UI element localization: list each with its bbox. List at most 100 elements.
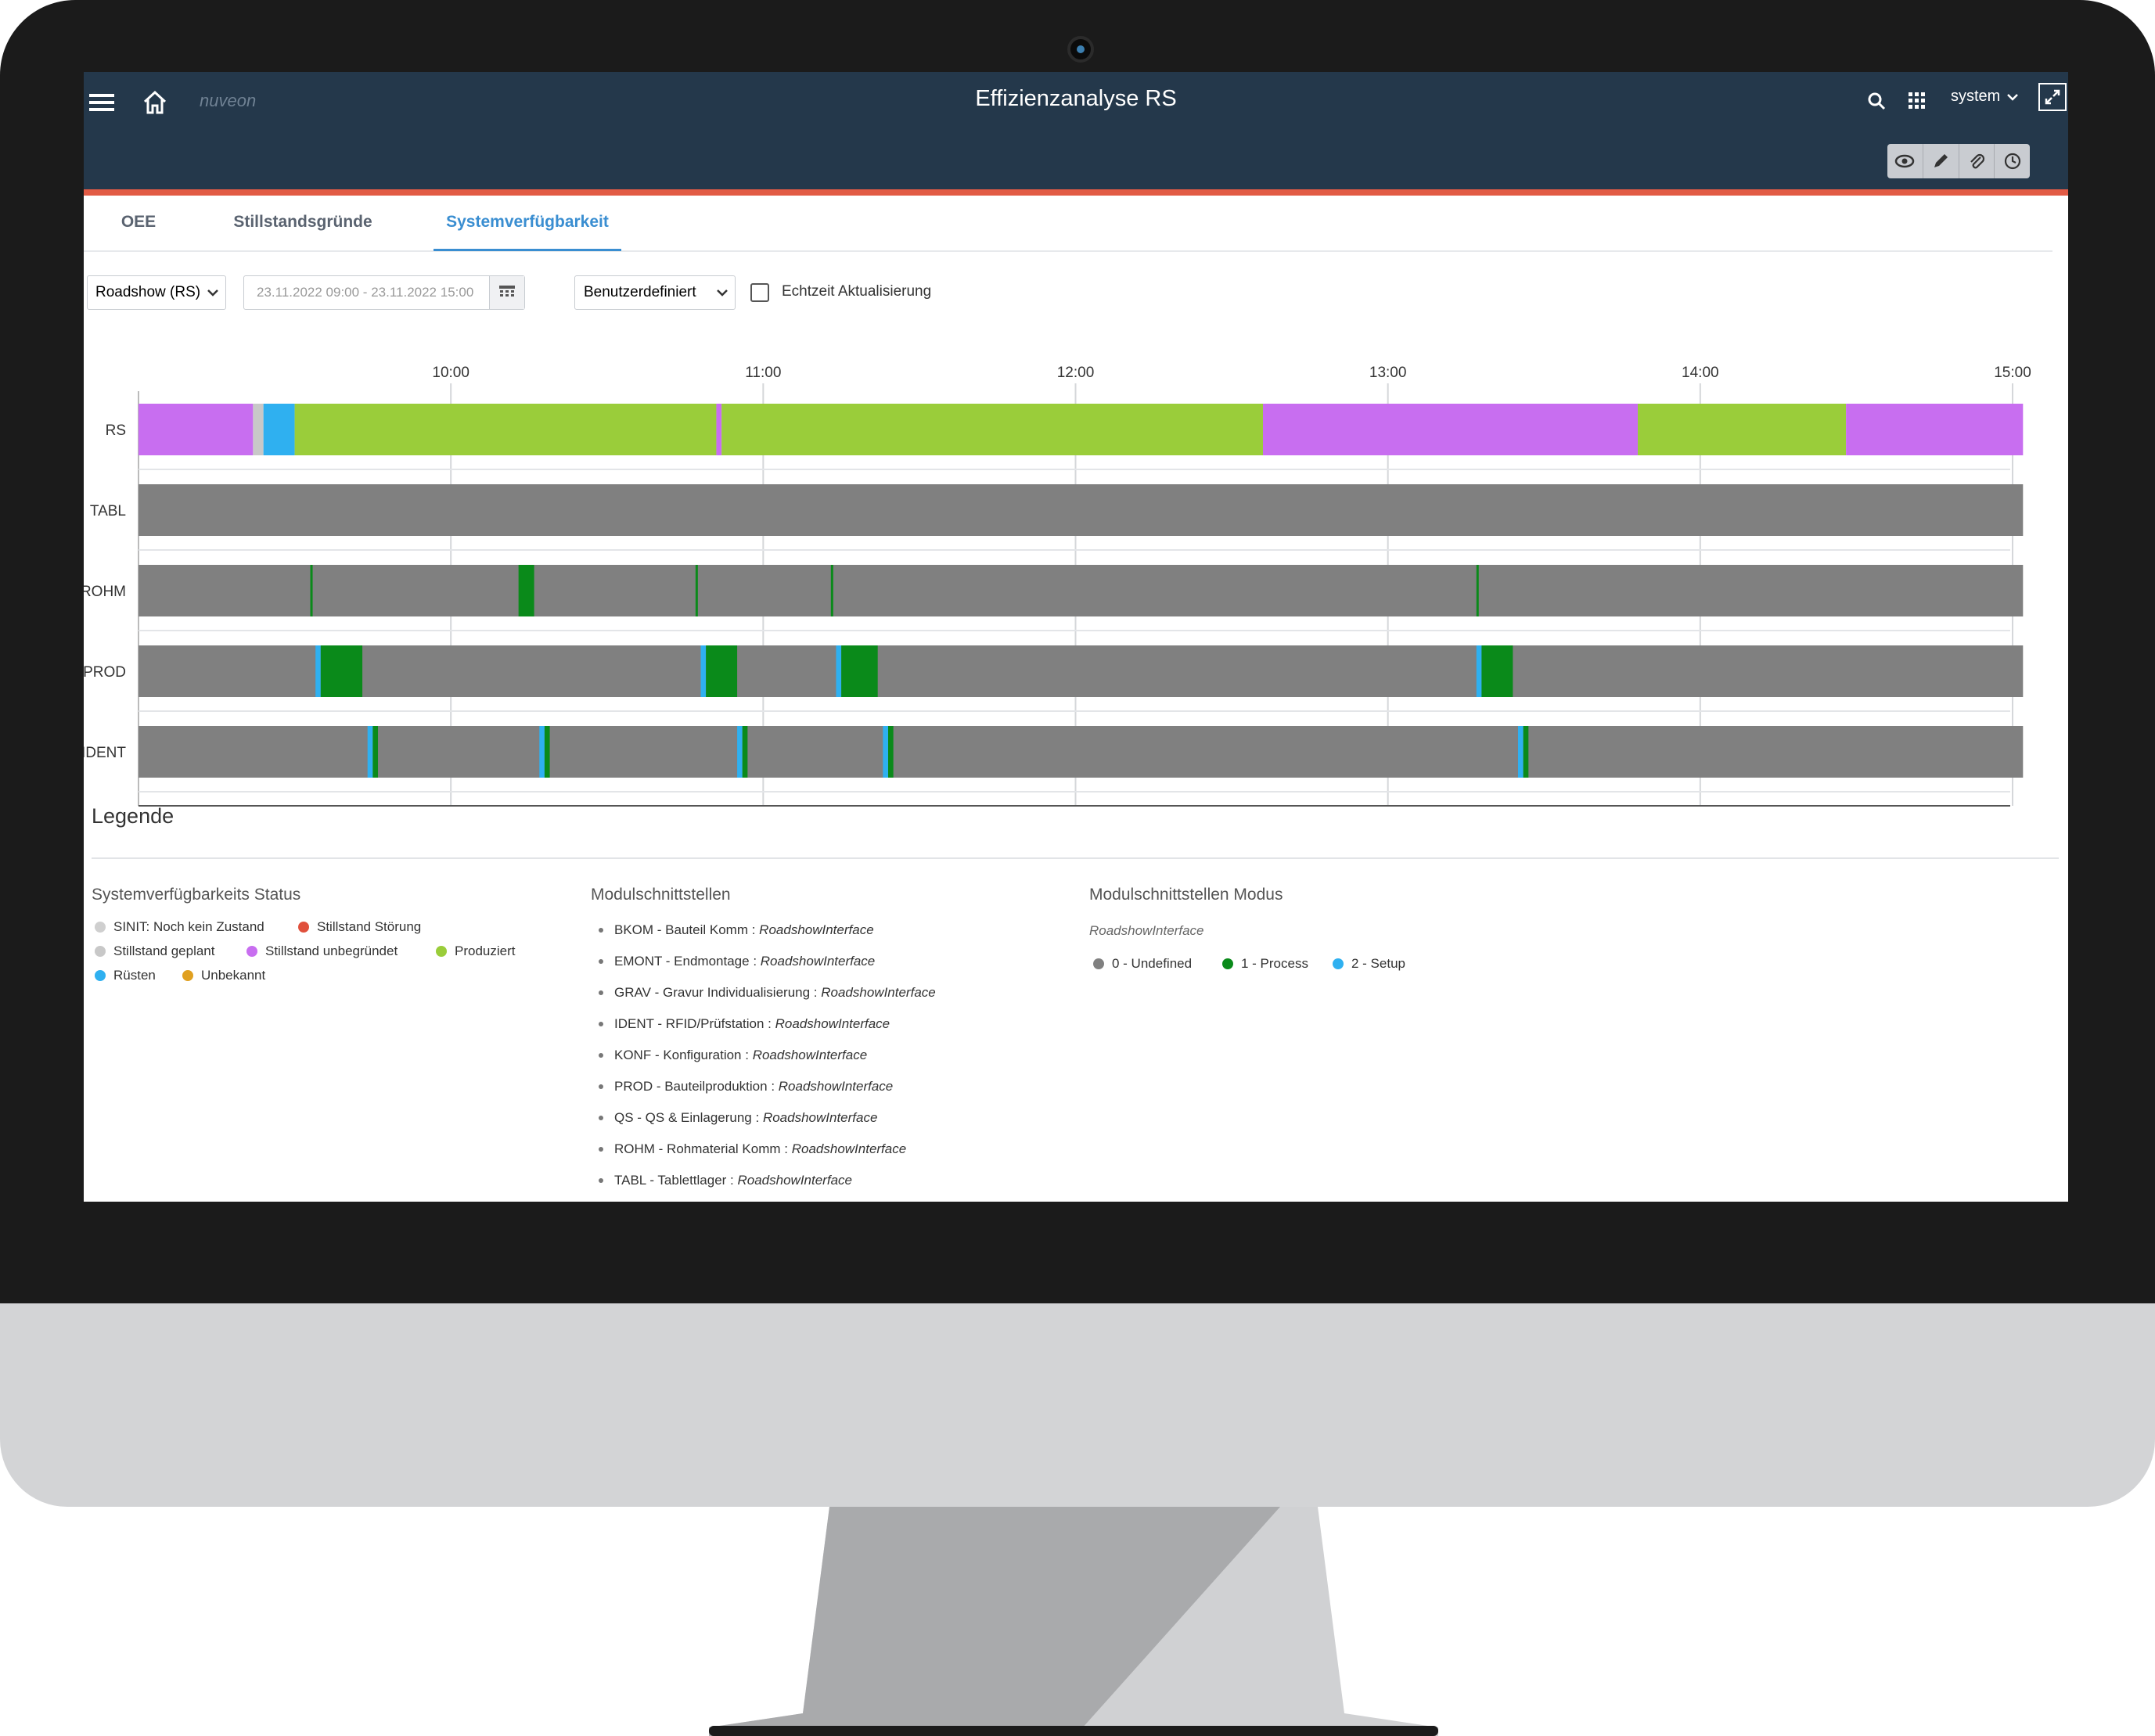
brand-logo: nuveon <box>200 91 257 110</box>
timeline-segment <box>367 726 373 778</box>
module-item: BKOM - Bauteil Komm : RoadshowInterface <box>599 922 874 938</box>
pencil-icon[interactable] <box>1923 144 1959 178</box>
timeline-segment <box>1846 404 2024 455</box>
legend-divider <box>92 857 2059 859</box>
timeline-segment <box>518 565 534 616</box>
x-tick-label: 12:00 <box>1057 365 1095 381</box>
view-toolbar <box>1887 144 2030 178</box>
timeline-segment <box>700 645 707 697</box>
realtime-label: Echtzeit Aktualisierung <box>782 283 932 300</box>
date-range-value: 23.11.2022 09:00 - 23.11.2022 15:00 <box>257 285 474 300</box>
legend-dot <box>95 922 106 933</box>
timeline-segment <box>139 484 2024 536</box>
timeline-segment <box>1476 645 1482 697</box>
x-tick-label: 11:00 <box>745 365 781 381</box>
timeline-segment <box>737 726 743 778</box>
mode-interface-name: RoadshowInterface <box>1089 923 1204 938</box>
module-item: PROD - Bauteilproduktion : RoadshowInter… <box>599 1079 893 1094</box>
legend-dot <box>1222 958 1233 969</box>
mode-legend-heading: Modulschnittstellen Modus <box>1089 886 1283 904</box>
legend-item-unbekannt: Unbekannt <box>182 968 265 983</box>
row-label: RS <box>106 422 126 439</box>
module-item: GRAV - Gravur Individualisierung : Roads… <box>599 985 936 1001</box>
row-label: IDENT <box>84 745 126 761</box>
legend-item-stoerung: Stillstand Störung <box>298 919 421 935</box>
module-item: IDENT - RFID/Prüfstation : RoadshowInter… <box>599 1016 890 1032</box>
timeline-segment <box>294 404 717 455</box>
search-icon[interactable] <box>1863 88 1890 114</box>
x-tick-label: 15:00 <box>1994 365 2031 381</box>
tab-oee[interactable]: OEE <box>121 213 156 231</box>
module-item: QS - QS & Einlagerung : RoadshowInterfac… <box>599 1110 877 1126</box>
date-range-input[interactable]: 23.11.2022 09:00 - 23.11.2022 15:00 <box>243 275 525 310</box>
row-label: TABL <box>90 503 126 519</box>
timeline-segment <box>315 645 321 697</box>
row-label: ROHM <box>84 584 126 600</box>
timeline-segment <box>888 726 894 778</box>
module-item: KONF - Konfiguration : RoadshowInterface <box>599 1048 867 1063</box>
chevron-down-icon <box>2007 93 2019 101</box>
legend-dot <box>298 922 309 933</box>
timeline-segment <box>139 565 2024 616</box>
user-menu[interactable]: system <box>1951 88 2019 106</box>
timeline-segment <box>372 726 379 778</box>
tab-systemverfuegbarkeit[interactable]: Systemverfügbarkeit <box>434 196 621 251</box>
legend-item-produziert: Produziert <box>436 943 515 959</box>
timeline-segment <box>539 726 545 778</box>
timeline-segment <box>1481 645 1513 697</box>
timeline-segment <box>139 726 2024 778</box>
menu-icon[interactable] <box>88 89 115 116</box>
timeline-segment <box>883 726 888 778</box>
timeline-segment <box>253 404 264 455</box>
page-title: Effizienzanalyse RS <box>975 86 1177 111</box>
user-name: system <box>1951 88 2001 105</box>
timeline-segment <box>1523 726 1529 778</box>
legend-dot <box>182 970 193 981</box>
x-tick-label: 10:00 <box>432 365 469 381</box>
tab-stillstandsgruende[interactable]: Stillstandsgründe <box>233 213 372 231</box>
webcam <box>1067 36 1094 63</box>
timeline-segment <box>320 645 363 697</box>
status-legend-heading: Systemverfügbarkeits Status <box>92 886 301 904</box>
timeline-segment <box>263 404 295 455</box>
module-item: EMONT - Endmontage : RoadshowInterface <box>599 954 875 969</box>
legend-dot <box>1093 958 1104 969</box>
apps-grid-icon[interactable] <box>1904 88 1930 114</box>
timeline-segment <box>1476 565 1479 616</box>
home-icon[interactable] <box>140 88 170 117</box>
period-select-value: Benutzerdefiniert <box>584 284 696 300</box>
timeline-segment <box>544 726 550 778</box>
legend-item-ruesten: Rüsten <box>95 968 156 983</box>
paperclip-icon[interactable] <box>1959 144 1995 178</box>
line-select-value: Roadshow (RS) <box>95 284 201 300</box>
availability-timeline-chart: 10:00 11:00 12:00 13:00 14:00 15:00 RS TABL ROHM… <box>84 365 2031 807</box>
calendar-icon[interactable] <box>489 276 524 309</box>
eye-icon[interactable] <box>1887 144 1923 178</box>
timeline-segment <box>1263 404 1638 455</box>
timeline-segment <box>695 565 698 616</box>
chevron-down-icon <box>207 289 218 297</box>
legend-item-process: 1 - Process <box>1222 956 1308 972</box>
timeline-segment <box>721 404 1263 455</box>
legend-dot <box>246 946 257 957</box>
timeline-segment <box>139 404 254 455</box>
header-accent-bar <box>84 189 2068 196</box>
timeline-segment <box>706 645 738 697</box>
legend-title: Legende <box>92 804 174 828</box>
period-select[interactable]: Benutzerdefiniert <box>574 275 736 310</box>
timeline-segment <box>139 645 2024 697</box>
timeline-segment <box>1638 404 1847 455</box>
legend-dot <box>436 946 447 957</box>
tab-bar: OEE Stillstandsgründe Systemverfügbarkei… <box>84 196 2052 252</box>
x-tick-label: 14:00 <box>1682 365 1719 381</box>
fullscreen-icon[interactable] <box>2038 83 2067 111</box>
module-item: TABL - Tablettlager : RoadshowInterface <box>599 1173 852 1188</box>
timeline-segment <box>830 565 833 616</box>
line-select[interactable]: Roadshow (RS) <box>87 275 226 310</box>
timeline-segment <box>1517 726 1524 778</box>
module-legend-heading: Modulschnittstellen <box>591 886 731 904</box>
timeline-segment <box>310 565 313 616</box>
chevron-down-icon <box>717 289 728 297</box>
clock-icon[interactable] <box>1995 144 2030 178</box>
realtime-checkbox[interactable] <box>750 283 769 302</box>
